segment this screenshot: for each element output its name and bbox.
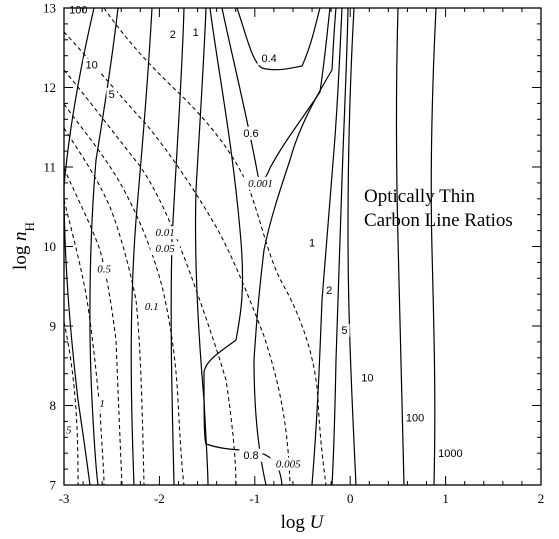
solid-contour-label-5: 5 (109, 89, 115, 101)
solid-contour-label-100: 100 (406, 412, 424, 424)
x-tick-label: 1 (442, 491, 449, 506)
contour-0.4 (236, 7, 321, 71)
contour-5 (331, 7, 349, 486)
contour-left-5 (130, 7, 153, 486)
contour-label-bg (270, 457, 307, 471)
y-tick-label: 13 (43, 1, 56, 16)
dashed-contour-label-0.1: 0.1 (145, 301, 159, 313)
contour-label-bg (140, 300, 164, 314)
contour-left-1 (194, 7, 209, 486)
solid-contour-label-2: 2 (170, 29, 176, 41)
contour-0.5 (63, 167, 123, 486)
solid-contour-label-1: 1 (309, 238, 315, 250)
contour-label-bg (242, 176, 279, 190)
contour-label-bg (339, 323, 350, 337)
solid-contour-label-1: 1 (193, 27, 199, 39)
dashed-contour-label-0.005: 0.005 (276, 459, 301, 471)
solid-contour-label-2: 2 (326, 285, 332, 297)
annotation-line-1: Optically Thin (364, 186, 475, 207)
x-tick-label: 0 (347, 491, 354, 506)
contour-0.005 (63, 31, 291, 486)
x-tick-label: -3 (59, 491, 70, 506)
contour-100 (395, 7, 405, 486)
y-tick-label: 12 (43, 80, 56, 95)
dashed-contour-label-0.05: 0.05 (155, 243, 175, 255)
contour-1-dashed (63, 199, 105, 486)
solid-contour-label-0.8: 0.8 (243, 450, 258, 462)
contour-label-bg (92, 262, 116, 276)
contour-label-bg (167, 28, 178, 42)
contour-0.01 (63, 69, 237, 486)
contour-1 (253, 7, 337, 486)
y-tick-label: 10 (43, 239, 56, 254)
contour-label-bg (324, 284, 335, 298)
contour-label-bg (358, 371, 376, 385)
contour-label-bg (306, 236, 318, 250)
contour-label-bg (257, 52, 281, 66)
solid-contour-label-0.6: 0.6 (243, 128, 258, 140)
y-tick-label: 8 (50, 398, 57, 413)
solid-contour-label-100: 100 (69, 5, 87, 17)
dashed-contour-label-1: 1 (99, 398, 105, 410)
contour-0.6 (221, 7, 331, 181)
contour-5-dashed (63, 321, 79, 486)
annotation-line-2: Carbon Line Ratios (364, 210, 513, 231)
dashed-contour-label-0.01: 0.01 (155, 227, 174, 239)
x-tick-label: -1 (249, 491, 260, 506)
contour-0.001 (103, 7, 327, 486)
contour-lines (63, 7, 437, 486)
y-tick-label: 9 (50, 319, 57, 334)
x-tick-label: 2 (538, 491, 545, 506)
contour-label-bg (403, 411, 427, 425)
solid-contour-label-10: 10 (86, 59, 98, 71)
contour-0.8 (203, 7, 283, 486)
contour-label-bg (150, 242, 180, 256)
contour-label-bg (190, 25, 201, 39)
contour-label-bg (239, 448, 263, 462)
dashed-contour-label-0.001: 0.001 (248, 178, 273, 190)
contour-left-2 (170, 7, 185, 486)
x-tick-label: -2 (154, 491, 165, 506)
contour-left-100 (63, 7, 95, 486)
solid-contour-label-0.4: 0.4 (261, 53, 276, 65)
y-tick-label: 11 (43, 160, 56, 175)
contour-1000 (430, 7, 437, 486)
contour-label-bg (239, 126, 263, 140)
y-axis-label: log nH (10, 222, 37, 270)
contour-label-bg (96, 397, 108, 411)
y-tick-label: 7 (50, 478, 57, 493)
solid-contour-label-1000: 1000 (438, 448, 462, 460)
contour-label-bg (150, 226, 180, 240)
plot-frame (63, 7, 542, 486)
contour-label-bg (83, 58, 101, 72)
contour-2 (311, 7, 343, 486)
contour-0.05 (63, 103, 185, 486)
contour-label-bg (66, 3, 90, 17)
contour-labels: 0.4 0.6 0.8 1 2 5 10 100 1000 1 2 5 10 100 0.001 0.01 0.… (63, 3, 466, 471)
dashed-contour-label-5: 5 (66, 424, 72, 436)
contour-label-bg (106, 87, 117, 101)
contour-10 (347, 7, 357, 486)
solid-contour-label-10: 10 (361, 373, 373, 385)
contour-label-bg (435, 447, 466, 461)
contour-left-10 (89, 7, 119, 486)
x-axis-label: log U (281, 512, 325, 533)
solid-contour-label-5: 5 (341, 325, 347, 337)
contour-label-bg (63, 423, 74, 437)
dashed-contour-label-0.5: 0.5 (97, 264, 111, 276)
